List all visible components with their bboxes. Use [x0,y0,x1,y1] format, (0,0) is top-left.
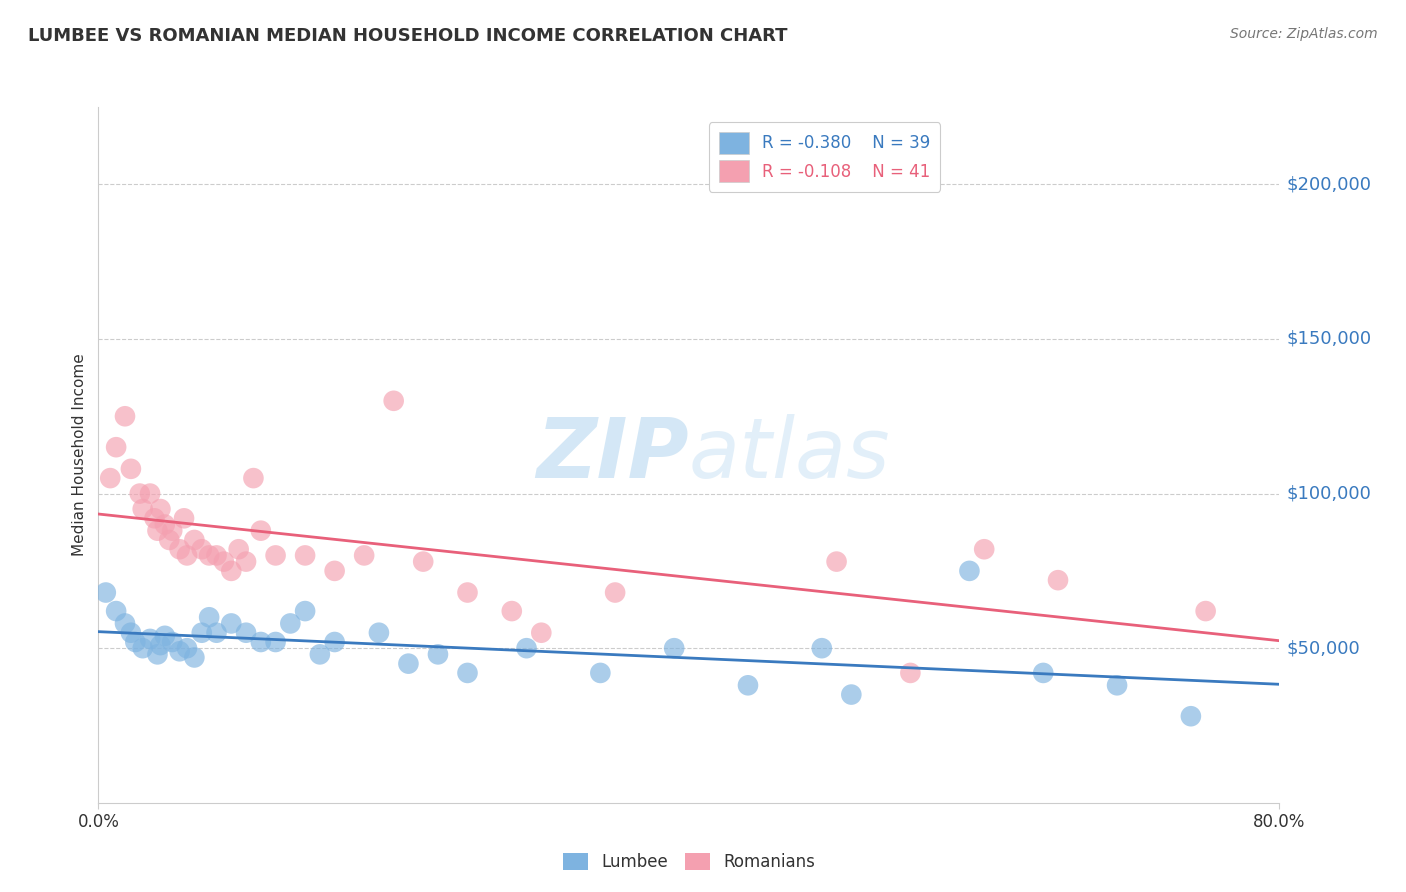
Point [143,511,166,525]
Point [212,555,235,569]
Point [176,641,198,656]
Point [132,502,155,516]
Point [120,625,142,640]
Point [149,638,172,652]
Point [228,542,250,557]
Point [250,635,273,649]
Point [456,665,478,680]
Point [501,604,523,618]
Text: ZIP: ZIP [536,415,689,495]
Point [205,625,228,640]
Point [353,549,375,563]
Text: atlas: atlas [689,415,890,495]
Y-axis label: Median Household Income: Median Household Income [72,353,87,557]
Point [309,648,332,662]
Point [235,625,257,640]
Point [139,632,162,646]
Point [98,471,121,485]
Point [94,585,117,599]
Point [105,440,128,454]
Point [219,616,242,631]
Point [120,462,142,476]
Point [205,549,228,563]
Point [456,585,478,599]
Point [235,555,257,569]
Point [589,665,612,680]
Point [176,549,198,563]
Point [124,635,146,649]
Point [128,486,150,500]
Point [278,616,302,631]
Text: $100,000: $100,000 [1286,484,1371,502]
Point [368,625,391,640]
Point [157,533,180,547]
Point [825,555,848,569]
Point [132,641,155,656]
Point [114,616,136,631]
Point [1105,678,1128,692]
Point [169,644,191,658]
Point [959,564,981,578]
Point [146,648,169,662]
Point [114,409,136,424]
Point [169,542,191,557]
Point [1046,573,1069,587]
Text: Source: ZipAtlas.com: Source: ZipAtlas.com [1230,27,1378,41]
Point [173,511,195,525]
Point [294,549,316,563]
Point [191,625,214,640]
Point [250,524,273,538]
Point [153,517,176,532]
Point [839,688,862,702]
Point [162,524,183,538]
Point [664,641,686,656]
Point [191,542,214,557]
Point [105,604,128,618]
Point [515,641,537,656]
Point [1180,709,1202,723]
Point [396,657,419,671]
Point [153,629,176,643]
Point [264,549,287,563]
Point [149,502,172,516]
Text: $50,000: $50,000 [1286,640,1360,657]
Point [139,486,162,500]
Text: LUMBEE VS ROMANIAN MEDIAN HOUSEHOLD INCOME CORRELATION CHART: LUMBEE VS ROMANIAN MEDIAN HOUSEHOLD INCO… [28,27,787,45]
Text: $200,000: $200,000 [1286,176,1371,194]
Point [198,549,221,563]
Point [146,524,169,538]
Point [219,564,242,578]
Point [294,604,316,618]
Point [183,533,205,547]
Point [382,393,405,408]
Point [427,648,450,662]
Point [605,585,627,599]
Point [323,564,346,578]
Point [1195,604,1218,618]
Legend: Lumbee, Romanians: Lumbee, Romanians [557,847,821,878]
Point [810,641,832,656]
Point [162,635,183,649]
Point [530,625,553,640]
Point [323,635,346,649]
Point [242,471,264,485]
Point [198,610,221,624]
Point [183,650,205,665]
Point [973,542,995,557]
Point [412,555,434,569]
Text: $150,000: $150,000 [1286,330,1372,348]
Point [1032,665,1054,680]
Point [264,635,287,649]
Point [737,678,759,692]
Point [900,665,922,680]
